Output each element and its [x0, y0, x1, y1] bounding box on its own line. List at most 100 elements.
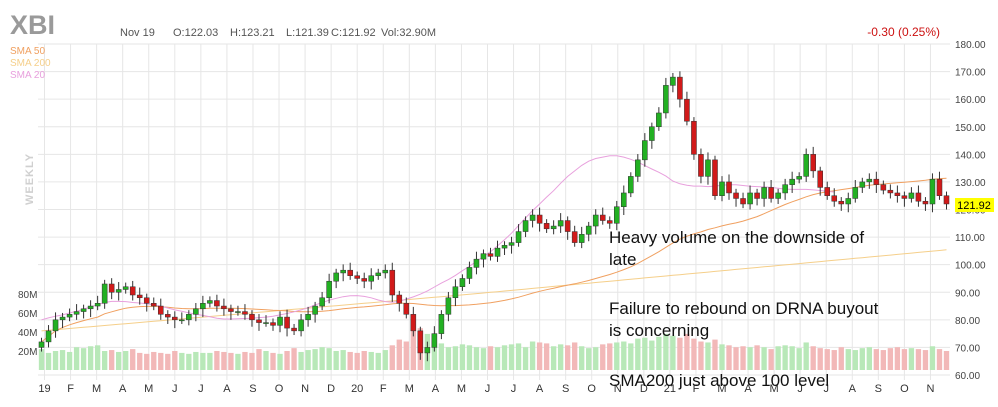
candle-body	[291, 327, 297, 332]
time-tick-label: M	[770, 383, 779, 395]
volume-bar	[803, 342, 809, 370]
candle-body	[382, 269, 389, 274]
candle-body	[691, 120, 697, 155]
time-tick-label: M	[405, 383, 414, 395]
annotation-drna-line2: is concerning	[609, 321, 709, 340]
candle-body	[887, 189, 894, 194]
candle-body	[396, 294, 403, 304]
volume-bar	[101, 351, 108, 370]
price-tick-label: 130.00	[955, 178, 986, 189]
time-tick-label: J	[198, 383, 204, 395]
volume-bar	[193, 351, 199, 370]
volume-bar	[705, 342, 711, 370]
volume-bar	[782, 345, 788, 370]
candle-body	[487, 253, 494, 257]
candle-body	[866, 178, 873, 183]
candle-body	[649, 126, 655, 141]
candle-body	[929, 178, 936, 205]
price-tick-label: 170.00	[955, 68, 986, 79]
volume-bar	[263, 351, 269, 370]
time-tick-label: A	[849, 383, 857, 395]
candle-body	[592, 214, 599, 227]
sma50-line	[41, 177, 947, 343]
volume-bar	[38, 349, 45, 370]
volume-bar	[123, 351, 129, 370]
candle-body	[59, 316, 66, 321]
time-tick-label: F	[380, 383, 387, 395]
candle-body	[838, 200, 845, 205]
volume-bar	[901, 349, 908, 370]
candle-body	[417, 330, 424, 354]
volume-bar	[838, 347, 844, 370]
legend-sma50: SMA 50	[10, 46, 45, 57]
annotation-volume-line1: Heavy volume on the downside of	[609, 228, 864, 247]
volume-bar	[207, 352, 213, 370]
candle-body	[599, 214, 606, 221]
candle-body	[613, 206, 620, 224]
candle-body	[319, 297, 325, 307]
volume-bar	[179, 352, 185, 370]
candle-body	[340, 269, 346, 274]
volume-bar	[649, 340, 655, 370]
volume-bar	[368, 351, 374, 370]
volume-bar	[256, 349, 262, 370]
volume-bar	[621, 341, 627, 370]
volume-bar	[172, 351, 178, 370]
volume-bar	[677, 337, 683, 370]
volume-bar	[522, 347, 529, 370]
volume-bar	[298, 351, 304, 370]
sma20-line	[41, 155, 835, 321]
candle-body	[712, 159, 718, 196]
volume-bar	[333, 351, 339, 370]
candle-body	[894, 192, 901, 196]
candle-body	[263, 322, 269, 324]
candle-body	[312, 305, 318, 315]
volume-bar	[221, 351, 227, 370]
candle-body	[354, 275, 360, 279]
candle-body	[775, 192, 781, 199]
candle-body	[901, 195, 908, 199]
candle-body	[73, 311, 80, 315]
volume-tick-label: 80M	[18, 290, 37, 301]
price-tick-label: 70.00	[955, 343, 980, 354]
candle-body	[129, 286, 136, 296]
candle-body	[368, 275, 375, 282]
candle-body	[200, 303, 206, 310]
price-tick-label: 110.00	[955, 233, 985, 244]
candle-body	[585, 225, 592, 235]
candle-body	[754, 192, 760, 199]
volume-bar	[635, 338, 641, 370]
volume-bar	[354, 352, 360, 370]
candle-body	[824, 187, 831, 196]
volume-bar	[108, 350, 115, 370]
candle-body	[473, 258, 480, 268]
volume-bar	[586, 348, 592, 370]
time-tick-label: M	[92, 383, 101, 395]
volume-bar	[487, 346, 494, 370]
time-tick-label: F	[693, 383, 700, 395]
time-tick-label: 20	[351, 383, 363, 395]
volume-bar	[543, 343, 550, 370]
candle-body	[873, 178, 880, 185]
volume-bar	[242, 351, 248, 370]
time-tick-label: 19	[38, 383, 50, 395]
price-tick-label: 90.00	[955, 288, 980, 299]
candle-body	[38, 341, 45, 348]
candle-body	[747, 192, 753, 205]
candle-body	[410, 314, 417, 332]
volume-bar	[94, 345, 101, 370]
volume-bar	[249, 352, 255, 370]
volume-bar	[754, 345, 760, 370]
candle-body	[943, 195, 950, 205]
time-tick-label: J	[797, 383, 803, 395]
volume-bar	[557, 344, 564, 370]
candle-body	[522, 220, 529, 232]
volume-bar	[431, 341, 438, 370]
candle-body	[438, 314, 445, 334]
candle-body	[249, 314, 255, 321]
candle-body	[256, 319, 262, 323]
volume-bar	[929, 346, 936, 370]
volume-bar	[719, 344, 725, 370]
candle-body	[642, 140, 648, 161]
candle-body	[880, 184, 887, 191]
